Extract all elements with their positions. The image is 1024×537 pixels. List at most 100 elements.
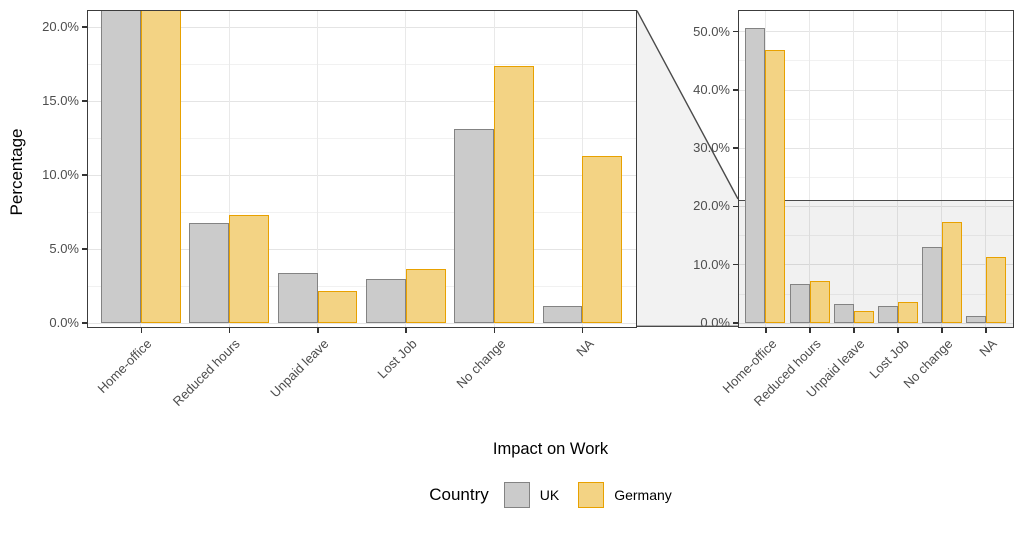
y-axis-tick <box>82 100 87 102</box>
gridline-vertical <box>985 11 987 327</box>
bar-germany-no-change <box>941 221 962 324</box>
gridline-major <box>88 174 636 176</box>
x-axis-tick <box>228 328 231 333</box>
gridline-vertical <box>228 11 230 327</box>
y-axis-tick <box>733 30 738 33</box>
gridline-vertical <box>897 11 899 327</box>
bar-uk-home-office <box>101 11 141 324</box>
y-axis-tick <box>82 26 87 28</box>
gridline-major <box>88 100 636 102</box>
bar-uk-no-change <box>921 246 942 324</box>
bar-germany-reduced-hours <box>229 215 270 324</box>
x-axis-tick <box>941 328 943 333</box>
y-tick-label: 20.0% <box>42 19 79 34</box>
y-tick-label: 10.0% <box>693 256 730 272</box>
x-tick-label: Home-office <box>94 336 155 396</box>
y-tick-label: 0.0% <box>700 315 730 330</box>
gridline-major <box>739 322 1013 324</box>
x-axis-tick <box>809 328 811 333</box>
gridline-major <box>739 264 1013 266</box>
bar-uk-unpaid-leave <box>833 303 854 324</box>
gridline-minor <box>739 235 1013 237</box>
zoom-connector <box>637 10 738 327</box>
zoom-connector-top-line <box>637 10 738 200</box>
gridline-vertical <box>809 11 811 327</box>
bar-uk-reduced-hours <box>189 222 230 324</box>
legend: Country UK Germany <box>87 482 1014 508</box>
y-axis-tick <box>82 322 87 324</box>
gridline-vertical <box>941 11 943 327</box>
x-axis-tick <box>581 328 584 333</box>
bar-uk-unpaid-leave <box>277 273 318 324</box>
y-axis-tick <box>733 263 738 266</box>
gridline-major <box>739 147 1013 149</box>
gridline-minor <box>739 118 1013 120</box>
legend-title: Country <box>429 485 489 504</box>
bar-germany-home-office <box>765 49 786 324</box>
gridline-vertical <box>405 11 407 327</box>
y-axis-tick <box>82 248 87 250</box>
bar-uk-lost-job <box>365 278 406 324</box>
bar-germany-unpaid-leave <box>317 290 358 324</box>
bar-uk-no-change <box>454 129 495 324</box>
gridline-minor <box>739 176 1013 178</box>
y-tick-label: 30.0% <box>693 140 730 156</box>
bar-germany-no-change <box>494 65 535 324</box>
x-tick-label: Reduced hours <box>170 336 244 409</box>
x-axis-tick <box>405 328 407 333</box>
zoom-connector-shade <box>637 10 738 327</box>
gridline-vertical <box>853 11 855 327</box>
x-tick-label: Unpaid leave <box>267 336 332 401</box>
y-axis-tick <box>733 147 738 149</box>
y-tick-label: 0.0% <box>49 315 79 330</box>
bar-uk-na <box>965 316 986 324</box>
gridline-minor <box>88 285 636 287</box>
y-tick-label: 40.0% <box>693 81 730 97</box>
gridline-minor <box>88 137 636 139</box>
y-axis-tick <box>733 322 738 324</box>
bar-germany-na <box>582 156 623 324</box>
x-axis-tick <box>765 328 767 333</box>
y-axis-tick <box>733 89 738 91</box>
bar-germany-lost-job <box>897 301 918 324</box>
x-axis-tick <box>985 328 987 333</box>
bar-uk-na <box>542 305 583 324</box>
gridline-minor <box>739 60 1013 62</box>
bar-germany-unpaid-leave <box>853 310 874 324</box>
gridline-major <box>88 322 636 324</box>
x-axis-title: Impact on Work <box>492 440 609 458</box>
bar-uk-reduced-hours <box>789 283 810 324</box>
gridline-major <box>739 31 1013 33</box>
bar-germany-home-office <box>140 11 181 324</box>
bar-uk-lost-job <box>877 305 898 324</box>
y-tick-label: 10.0% <box>42 167 79 182</box>
bar-uk-home-office <box>745 27 766 324</box>
x-axis-tick <box>317 328 319 333</box>
x-tick-label: Lost Job <box>374 336 420 382</box>
bar-germany-lost-job <box>405 268 446 324</box>
legend-label-uk: UK <box>539 487 560 503</box>
y-tick-label: 15.0% <box>42 93 79 108</box>
x-axis-tick <box>897 328 899 333</box>
y-tick-label: 50.0% <box>693 23 730 39</box>
y-tick-label: 5.0% <box>49 241 79 256</box>
bar-germany-reduced-hours <box>809 280 830 324</box>
y-tick-label: 20.0% <box>693 198 730 214</box>
gridline-minor <box>88 63 636 65</box>
gridline-major <box>739 89 1013 91</box>
gridline-minor <box>739 293 1013 295</box>
x-axis-tick <box>853 328 855 333</box>
legend-swatch-germany <box>578 482 605 508</box>
x-axis-tick <box>140 328 143 333</box>
y-axis-tick <box>733 205 738 208</box>
bar-germany-na <box>985 257 1006 324</box>
x-tick-label: NA <box>976 336 1000 360</box>
gridline-vertical <box>317 11 319 327</box>
gridline-major <box>739 206 1013 208</box>
x-tick-label: No change <box>452 336 509 392</box>
gridline-major <box>88 248 636 250</box>
x-axis-tick <box>493 328 496 333</box>
zoom-panel <box>87 10 637 328</box>
y-axis-tick <box>82 174 87 176</box>
